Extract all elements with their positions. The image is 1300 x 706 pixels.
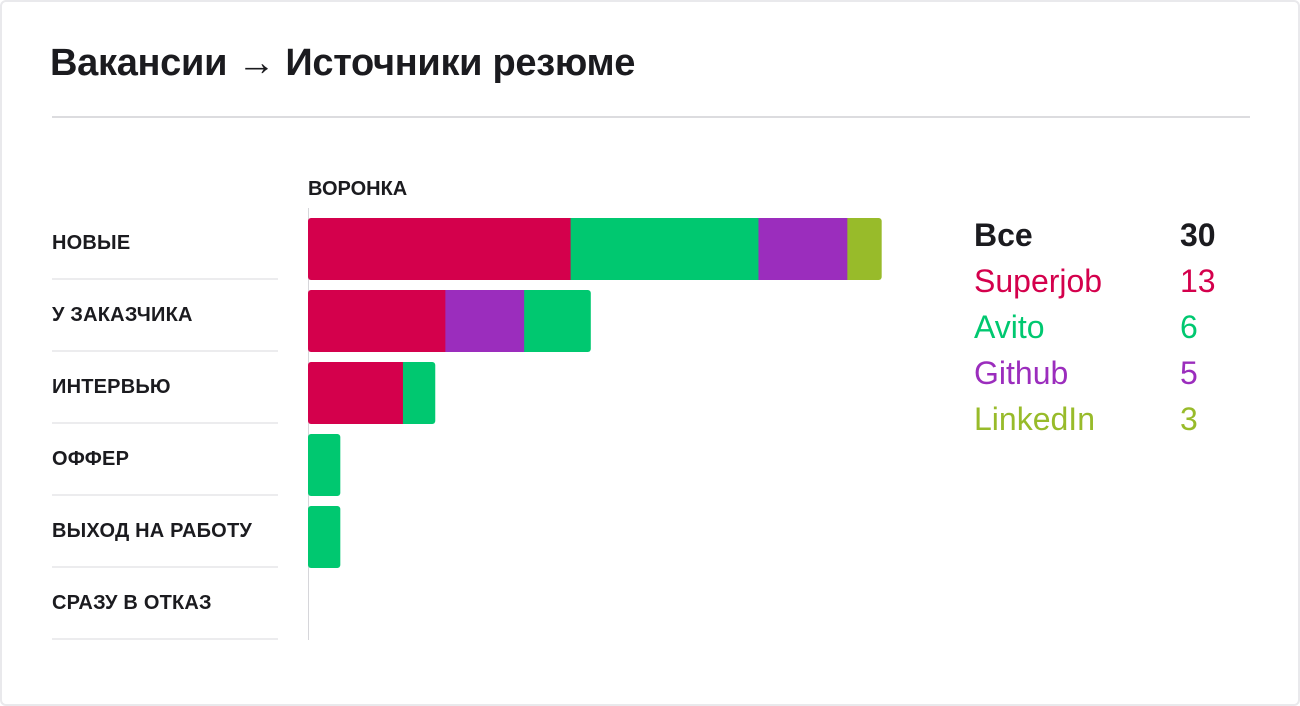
legend-row-linkedin[interactable]: LinkedIn 3	[974, 396, 1234, 442]
stage-label: СРАЗУ В ОТКАЗ	[52, 568, 278, 640]
legend-value: 3	[1180, 400, 1198, 437]
bar-segment-linkedin[interactable]	[847, 218, 882, 280]
legend-row-superjob[interactable]: Superjob 13	[974, 258, 1234, 304]
legend-name: Superjob	[974, 262, 1103, 299]
bar-segment-avito[interactable]	[524, 290, 591, 352]
legend-row-avito[interactable]: Avito 6	[974, 304, 1234, 350]
bar-segment-superjob[interactable]	[308, 362, 404, 424]
bar-segment-github[interactable]	[758, 218, 848, 280]
bar-row	[308, 434, 341, 496]
bar-row	[308, 290, 591, 352]
bar-segment-superjob[interactable]	[308, 218, 572, 280]
funnel-label: ВОРОНКА	[308, 178, 408, 200]
stage-label: ИНТЕРВЬЮ	[52, 352, 278, 424]
legend-total-row[interactable]: Все 30	[974, 212, 1234, 258]
legend-total-value: 30	[1180, 216, 1216, 253]
stage-label: НОВЫЕ	[52, 208, 278, 280]
legend-row-github[interactable]: Github 5	[974, 350, 1234, 396]
page-title: Вакансии → Источники резюме	[50, 42, 636, 84]
legend-name: Avito	[974, 308, 1045, 345]
stage-label: ОФФЕР	[52, 424, 278, 496]
funnel-chart	[308, 208, 882, 640]
bar-segment-avito[interactable]	[308, 434, 341, 496]
legend-value: 5	[1180, 354, 1198, 391]
source-legend: Все 30 Superjob 13 Avito 6 Github 5 Link…	[974, 212, 1234, 442]
bar-segment-avito[interactable]	[570, 218, 759, 280]
bar-row	[308, 362, 436, 424]
stage-label: У ЗАКАЗЧИКА	[52, 280, 278, 352]
legend-value: 13	[1180, 262, 1216, 299]
bar-segment-github[interactable]	[445, 290, 525, 352]
legend-name: Github	[974, 354, 1069, 391]
stage-list: НОВЫЕ У ЗАКАЗЧИКА ИНТЕРВЬЮ ОФФЕР ВЫХОД Н…	[52, 208, 278, 640]
legend-total-name: Все	[974, 216, 1033, 253]
legend-name: LinkedIn	[974, 400, 1095, 437]
legend-value: 6	[1180, 308, 1198, 345]
title-divider	[52, 116, 1250, 118]
stage-label: ВЫХОД НА РАБОТУ	[52, 496, 278, 568]
bar-segment-avito[interactable]	[402, 362, 436, 424]
bar-row	[308, 506, 341, 568]
bar-segment-avito[interactable]	[308, 506, 341, 568]
bar-row	[308, 218, 882, 280]
bar-segment-superjob[interactable]	[308, 290, 446, 352]
